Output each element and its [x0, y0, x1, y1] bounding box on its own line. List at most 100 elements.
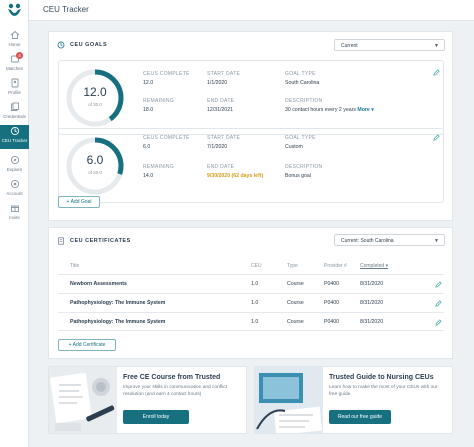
value-end-date: 9/30/2020 (62 days left) [207, 173, 264, 179]
table-row[interactable]: Pathophysiology: The Immune System 1.0 C… [58, 312, 444, 331]
goal-progress-ring [66, 69, 124, 127]
goal-ring-value: 6.0 [86, 153, 104, 167]
sidebar: Home 4 Matches Profile Credentials CEU T… [0, 0, 29, 447]
enroll-today-button[interactable]: Enroll today [123, 410, 189, 424]
nav-home[interactable]: Home [0, 29, 29, 53]
trusted-logo[interactable] [6, 3, 23, 17]
nav-account[interactable]: Account [0, 178, 29, 202]
profile-icon [11, 78, 18, 88]
goal-clock-icon [57, 41, 65, 49]
promo-guide-text: Learn how to make the most of your CEUs … [329, 385, 438, 397]
goals-header: CEU GOALS [57, 41, 107, 49]
add-goal-button[interactable]: + Add Goal [58, 196, 100, 208]
edit-pencil-icon[interactable] [435, 319, 442, 326]
edit-pencil-icon[interactable] [435, 281, 442, 288]
invite-icon [10, 205, 19, 212]
nav-matches[interactable]: 4 Matches [0, 52, 29, 77]
matches-badge: 4 [16, 52, 23, 59]
edit-pencil-icon[interactable] [433, 69, 440, 76]
cert-completed: 8/31/2020 [360, 281, 384, 287]
certificates-filter-select[interactable]: Current: South Carolina ▼ [334, 234, 445, 246]
promo-course-text: Improve your skills in communication and… [123, 385, 227, 397]
value-description: Bonus goal [285, 173, 311, 179]
nav-label: Explore [6, 167, 23, 172]
nav-label: Profile [8, 90, 21, 95]
nav-profile[interactable]: Profile [0, 77, 29, 101]
certificates-title: CEU CERTIFICATES [70, 238, 131, 244]
promo-guide-title: Trusted Guide to Nursing CEUs [329, 374, 434, 381]
nav-explore[interactable]: Explore [0, 154, 29, 178]
promo-card-guide: Trusted Guide to Nursing CEUs Learn how … [254, 366, 453, 434]
label-end-date: END DATE [207, 98, 235, 104]
goals-filter-value: Current [341, 43, 358, 49]
promo-course-image [49, 367, 117, 433]
ceu-certificates-card: CEU CERTIFICATES Current: South Carolina… [48, 227, 453, 359]
chevron-down-icon: ▼ [434, 238, 439, 244]
nav-label: Matches [5, 66, 23, 71]
value-remaining: 18.0 [143, 107, 154, 113]
promo-card-course: Free CE Course from Trusted Improve your… [48, 366, 247, 434]
cert-type: Course [287, 281, 304, 287]
label-goal-type: GOAL TYPE [285, 135, 316, 141]
label-remaining: REMAINING [143, 164, 175, 170]
table-row[interactable]: Newborn Assessments 1.0 Course P0400 8/3… [58, 274, 444, 293]
chevron-down-icon: ▼ [434, 43, 439, 49]
goal-item: 12.0 of 30.0 CEUS COMPLETE 12.0 REMAININ… [58, 60, 444, 135]
edit-pencil-icon[interactable] [433, 134, 440, 141]
goals-filter-select[interactable]: Current ▼ [334, 39, 445, 51]
cert-title: Newborn Assessments [70, 281, 127, 287]
promo-guide-image [255, 367, 323, 433]
explore-icon [10, 155, 19, 165]
cert-type: Course [287, 319, 304, 325]
certificates-header: CEU CERTIFICATES [57, 237, 131, 245]
goal-ring-subtitle: of 20.0 [88, 170, 102, 175]
cert-ceu: 1.0 [251, 300, 259, 306]
cert-provider: P0400 [324, 300, 340, 306]
value-goal-type: Custom [285, 144, 303, 150]
cert-ceu: 1.0 [251, 319, 259, 325]
value-description: 30 contact hours every 2 years More ▾ [285, 107, 374, 113]
label-ceus-complete: CEUS COMPLETE [143, 135, 190, 141]
value-end-date: 12/31/2021 [207, 107, 233, 113]
page-title: CEU Tracker [43, 5, 89, 14]
description-text: 30 contact hours every 2 years [285, 107, 356, 113]
add-certificate-button[interactable]: + Add Certificate [58, 339, 116, 351]
label-remaining: REMAINING [143, 98, 175, 104]
value-start-date: 1/1/2020 [207, 80, 228, 86]
home-icon [10, 30, 19, 39]
edit-pencil-icon[interactable] [435, 300, 442, 307]
top-bar: CEU Tracker [29, 0, 474, 21]
label-description: DESCRIPTION [285, 98, 323, 104]
label-end-date: END DATE [207, 164, 235, 170]
cert-title: Pathophysiology: The Immune System [70, 319, 166, 325]
nav-invite[interactable]: Invite [0, 202, 29, 226]
label-description: DESCRIPTION [285, 164, 323, 170]
label-goal-type: GOAL TYPE [285, 71, 316, 77]
goal-progress-ring [66, 137, 124, 195]
credentials-icon [10, 102, 19, 111]
certificates-filter-value: Current: South Carolina [341, 238, 394, 244]
nav-label: Home [8, 42, 21, 47]
nav-label: Invite [9, 215, 20, 220]
nav-ceu-tracker[interactable]: CEU Tracker [0, 125, 29, 149]
cert-title: Pathophysiology: The Immune System [70, 300, 166, 306]
cert-ceu: 1.0 [251, 281, 259, 287]
more-link[interactable]: More ▾ [357, 107, 374, 113]
value-remaining: 14.0 [143, 173, 154, 179]
nav-label: Credentials [3, 114, 26, 119]
goal-item: 6.0 of 20.0 CEUS COMPLETE 6.0 REMAINING … [58, 128, 444, 203]
table-row[interactable]: Pathophysiology: The Immune System 1.0 C… [58, 293, 444, 312]
account-icon [10, 179, 19, 189]
value-start-date: 7/1/2020 [207, 144, 228, 150]
certificate-icon [58, 237, 64, 245]
matches-icon [10, 55, 19, 63]
value-goal-type: South Carolina [285, 80, 320, 86]
goal-ring-subtitle: of 30.0 [88, 102, 102, 107]
cert-provider: P0400 [324, 319, 340, 325]
nav-credentials[interactable]: Credentials [0, 101, 29, 125]
cert-type: Course [287, 300, 304, 306]
read-guide-button[interactable]: Read our free guide [329, 410, 391, 424]
column-header-completed[interactable]: Completed ▾ [360, 263, 389, 269]
promo-course-title: Free CE Course from Trusted [123, 374, 221, 381]
goal-progress-arc [66, 137, 124, 195]
